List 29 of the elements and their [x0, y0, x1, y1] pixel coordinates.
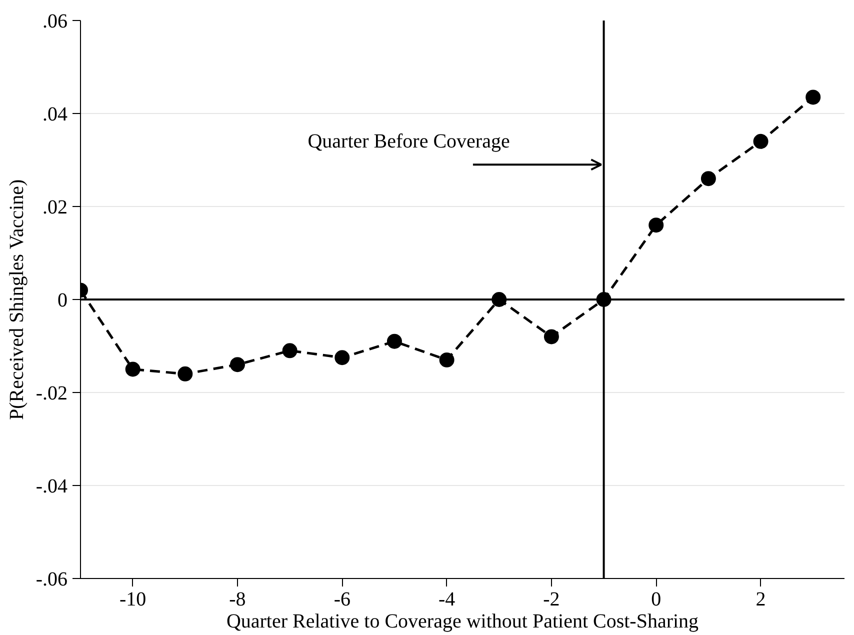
- y-tick-label: .04: [42, 104, 68, 126]
- point: [439, 352, 454, 368]
- y-axis-title: P(Received Shingles Vaccine): [6, 179, 28, 420]
- point: [125, 362, 140, 377]
- x-axis-title: Quarter Relative to Coverage without Patient Cost-Sharing: [226, 610, 699, 632]
- y-tick-label: .06: [42, 10, 68, 32]
- x-tick-label: 0: [651, 588, 662, 610]
- point: [334, 350, 350, 366]
- point: [648, 218, 664, 233]
- x-tick-label: -2: [543, 588, 560, 610]
- y-tick-label: -.02: [36, 382, 68, 404]
- y-tick-label: .02: [42, 196, 68, 218]
- y-tick-label: 0: [58, 290, 68, 312]
- x-tick-label: -4: [438, 588, 456, 610]
- y-tick-label: -.04: [36, 476, 68, 498]
- x-tick-label: 2: [756, 588, 766, 610]
- point: [544, 329, 559, 344]
- y-tick-label: -.06: [36, 568, 68, 590]
- point: [178, 366, 193, 382]
- point: [753, 134, 768, 149]
- point: [806, 90, 821, 105]
- x-tick-label: -8: [229, 588, 246, 610]
- point: [282, 343, 298, 358]
- annotation: Quarter Before Coverage: [308, 130, 510, 153]
- point: [700, 171, 716, 186]
- x-tick-label: -10: [120, 588, 146, 610]
- x-tick-label: -6: [334, 588, 350, 610]
- point: [386, 334, 402, 349]
- point: [230, 357, 245, 372]
